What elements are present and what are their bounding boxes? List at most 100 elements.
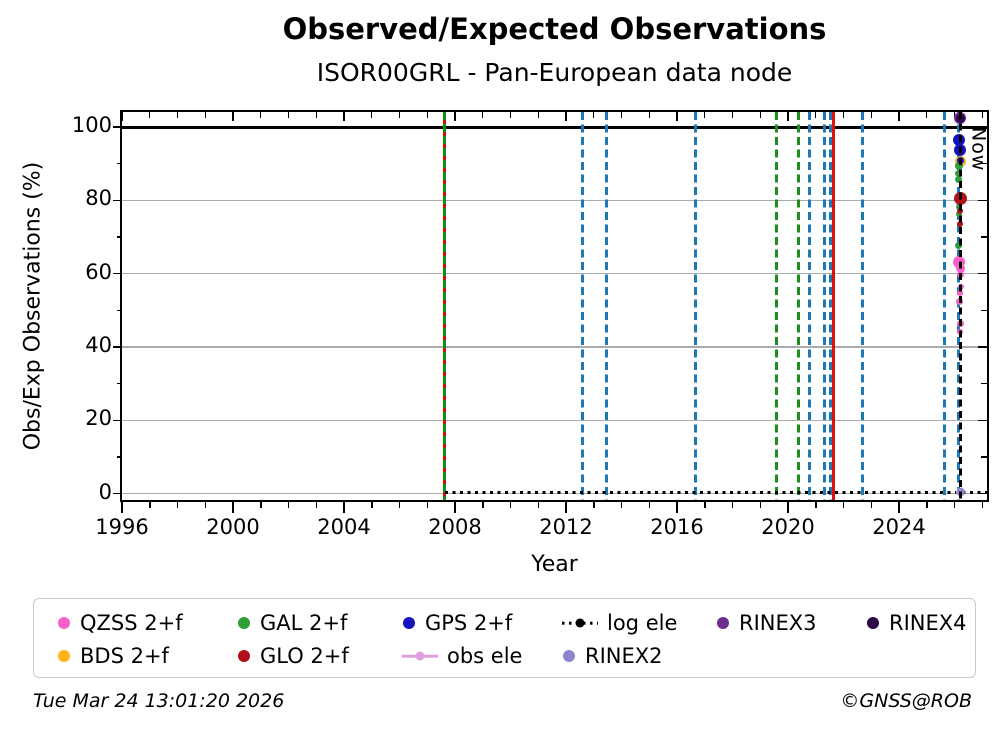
x-tick-label: 2000 <box>206 515 260 539</box>
legend-item-glo-2-f: GLO 2+f <box>237 641 349 671</box>
now-annotation: Now <box>967 127 990 172</box>
legend-item-rinex2: RINEX2 <box>562 641 663 671</box>
x-tick-top <box>260 112 262 118</box>
legend-label: GLO 2+f <box>260 644 349 668</box>
y-gridline <box>122 199 987 201</box>
x-tick-top <box>232 112 234 121</box>
gps-2-f-marker-icon <box>402 616 416 630</box>
event-line-2021.32 <box>823 112 827 500</box>
y-tick-right <box>981 456 987 458</box>
y-tick <box>117 236 122 238</box>
x-tick-top <box>315 112 317 118</box>
y-tick <box>113 419 122 422</box>
legend-item-rinex3: RINEX3 <box>716 608 817 638</box>
x-tick <box>815 500 817 508</box>
legend-item-bds-2-f: BDS 2+f <box>57 641 169 671</box>
x-tick-top <box>482 112 484 118</box>
y-tick-right <box>981 309 987 311</box>
event-line-2013.47 <box>605 112 609 500</box>
x-axis-label: Year <box>531 552 578 577</box>
legend-item-log-ele: log ele <box>562 608 677 638</box>
x-tick <box>204 500 206 508</box>
event-line-2021.54 <box>829 112 833 500</box>
y-tick-right <box>978 273 987 275</box>
x-tick-top <box>981 112 983 118</box>
x-tick-top <box>204 112 206 118</box>
x-tick-label: 2012 <box>539 515 593 539</box>
x-tick <box>398 500 401 508</box>
x-tick <box>482 500 484 508</box>
x-tick <box>454 500 456 513</box>
obs-ele-marker-icon <box>402 649 438 663</box>
event-line-2026.14 <box>956 112 960 500</box>
plot-area: Now 1996 2000 2004 2008 2012 2016 2020 2024 0 20 4… <box>72 110 990 539</box>
y-gridline <box>122 346 987 348</box>
y-tick <box>117 309 122 312</box>
x-tick <box>121 500 123 513</box>
legend-item-rinex4: RINEX4 <box>866 608 967 638</box>
x-tick-top <box>648 112 650 118</box>
y-tick-label: 0 <box>98 479 112 504</box>
y-tick-right <box>981 236 987 238</box>
copyright: ©GNSS@ROB <box>840 690 972 712</box>
rinex4-marker-icon <box>866 616 880 630</box>
log-ele-line <box>444 490 987 494</box>
x-tick-label: 2016 <box>650 515 704 539</box>
legend-label: QZSS 2+f <box>80 611 183 635</box>
x-tick <box>704 500 706 508</box>
qzss-2-f-marker-icon <box>57 616 71 630</box>
x-tick-top <box>176 112 179 118</box>
x-tick-top <box>926 112 928 118</box>
y-tick-right <box>981 383 987 385</box>
legend-item-qzss-2-f: QZSS 2+f <box>57 608 183 638</box>
x-tick <box>176 500 179 508</box>
x-tick-top <box>371 112 373 118</box>
y-tick <box>117 162 122 165</box>
x-tick-top <box>565 112 567 121</box>
y-tick-label: 100 <box>71 113 112 138</box>
event-line-2007.63 <box>443 112 447 500</box>
y-tick-label: 20 <box>85 406 112 431</box>
x-tick <box>426 500 428 508</box>
x-tick-label: 1996 <box>95 515 149 539</box>
x-tick-top <box>731 112 734 118</box>
x-tick <box>759 500 762 508</box>
legend: QZSS 2+f BDS 2+f GAL 2+f GLO 2+f GPS 2+f obs … <box>33 598 976 678</box>
x-tick <box>287 500 290 508</box>
x-tick-label: 2008 <box>428 515 482 539</box>
x-tick <box>953 500 956 508</box>
event-line-2016.65 <box>693 112 697 500</box>
x-tick <box>537 500 540 508</box>
y-tick-label: 40 <box>85 332 112 357</box>
event-line-2020.76 <box>807 112 811 500</box>
y-tick <box>113 126 122 128</box>
x-tick-top <box>842 112 845 118</box>
x-tick-top <box>343 112 345 121</box>
x-tick <box>260 500 262 508</box>
y-tick <box>117 382 122 385</box>
x-tick <box>593 500 595 508</box>
legend-label: BDS 2+f <box>80 644 169 668</box>
x-tick-top <box>149 112 151 118</box>
x-tick <box>232 500 234 513</box>
timestamp: Tue Mar 24 13:01:20 2026 <box>33 690 285 712</box>
x-tick-top <box>121 112 123 121</box>
x-tick-top <box>454 112 456 121</box>
event-line-2020.39 <box>797 112 801 500</box>
x-tick <box>509 500 512 508</box>
x-tick <box>842 500 845 508</box>
x-tick <box>731 500 734 508</box>
chart-subtitle: ISOR00GRL - Pan-European data node <box>316 58 793 87</box>
event-line-2025.65 <box>943 112 947 500</box>
x-tick <box>926 500 928 508</box>
y-tick <box>113 199 122 202</box>
legend-label: GAL 2+f <box>260 611 348 635</box>
legend-label: RINEX3 <box>739 611 817 635</box>
x-tick-top <box>815 112 817 118</box>
log-ele-marker-icon <box>562 616 598 630</box>
x-tick-top <box>287 112 290 118</box>
event-line-2012.61 <box>581 112 585 500</box>
rinex2-marker-icon <box>562 649 576 663</box>
glo-2-f-marker-icon <box>237 649 251 663</box>
